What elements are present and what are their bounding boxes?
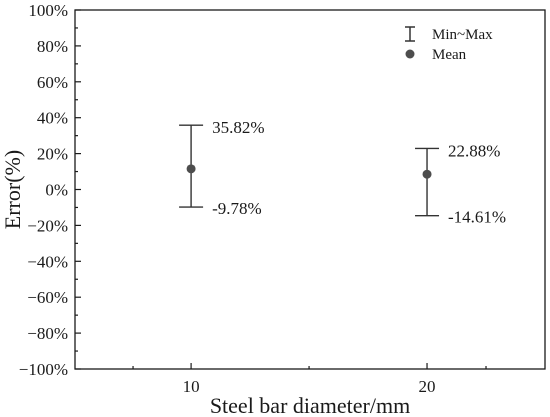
legend: Min~Max Mean: [405, 26, 493, 63]
y-tick-label: 0%: [45, 181, 68, 200]
min-data-label: -14.61%: [448, 208, 506, 227]
y-tick-label: 20%: [37, 145, 68, 164]
data-marks: 35.82% -9.78% 22.88% -14.61%: [179, 118, 506, 227]
y-tick-label: −80%: [27, 324, 68, 343]
y-tick-label: −20%: [27, 216, 68, 235]
x-tick-label: 10: [183, 377, 200, 396]
y-tick-label: −60%: [27, 288, 68, 307]
y-tick-label: 40%: [37, 109, 68, 128]
plot-frame: [74, 9, 546, 370]
max-data-label: 35.82%: [212, 118, 264, 137]
x-axis-label: Steel bar diameter/mm: [210, 393, 410, 417]
max-data-label: 22.88%: [448, 141, 500, 160]
y-tick-label: 100%: [28, 1, 68, 20]
y-tick-label: 80%: [37, 37, 68, 56]
legend-mean-label: Mean: [432, 47, 467, 63]
y-tick-label: 60%: [37, 73, 68, 92]
min-data-label: -9.78%: [212, 199, 262, 218]
x-tick-label: 20: [419, 377, 436, 396]
y-tick-label: −40%: [27, 252, 68, 271]
legend-range-label: Min~Max: [432, 27, 493, 43]
mean-marker: [186, 164, 196, 174]
mean-marker: [422, 169, 432, 179]
legend-mean-marker-icon: [405, 49, 415, 59]
y-tick-label: −100%: [19, 360, 68, 379]
y-axis-label: Error(%): [0, 150, 25, 229]
